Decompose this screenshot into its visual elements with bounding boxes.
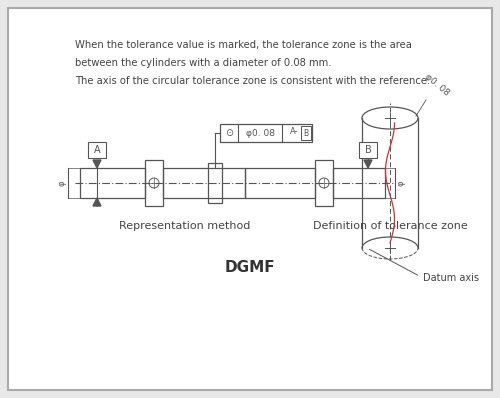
Text: between the cylinders with a diameter of 0.08 mm.: between the cylinders with a diameter of…: [75, 58, 332, 68]
Polygon shape: [93, 198, 101, 206]
FancyBboxPatch shape: [8, 8, 492, 390]
Polygon shape: [301, 126, 311, 140]
Text: Definition of tolerance zone: Definition of tolerance zone: [312, 221, 468, 231]
Text: ⊙: ⊙: [225, 128, 233, 138]
Text: Datum axis: Datum axis: [370, 249, 479, 283]
Polygon shape: [88, 142, 106, 158]
Text: Representation method: Representation method: [120, 221, 250, 231]
Text: φ: φ: [396, 180, 406, 186]
Text: φ0. 08: φ0. 08: [246, 129, 274, 137]
Text: The axis of the circular tolerance zone is consistent with the reference.: The axis of the circular tolerance zone …: [75, 76, 430, 86]
Text: DGMF: DGMF: [224, 261, 276, 275]
Text: B: B: [304, 129, 308, 137]
Text: When the tolerance value is marked, the tolerance zone is the area: When the tolerance value is marked, the …: [75, 40, 412, 50]
Text: A-: A-: [290, 127, 298, 137]
Polygon shape: [93, 160, 101, 168]
Polygon shape: [364, 160, 372, 168]
Text: φ: φ: [58, 180, 66, 186]
Polygon shape: [359, 142, 377, 158]
Text: φ0. 08: φ0. 08: [423, 72, 451, 98]
Polygon shape: [220, 124, 312, 142]
Text: B: B: [364, 145, 372, 155]
Text: A: A: [94, 145, 100, 155]
